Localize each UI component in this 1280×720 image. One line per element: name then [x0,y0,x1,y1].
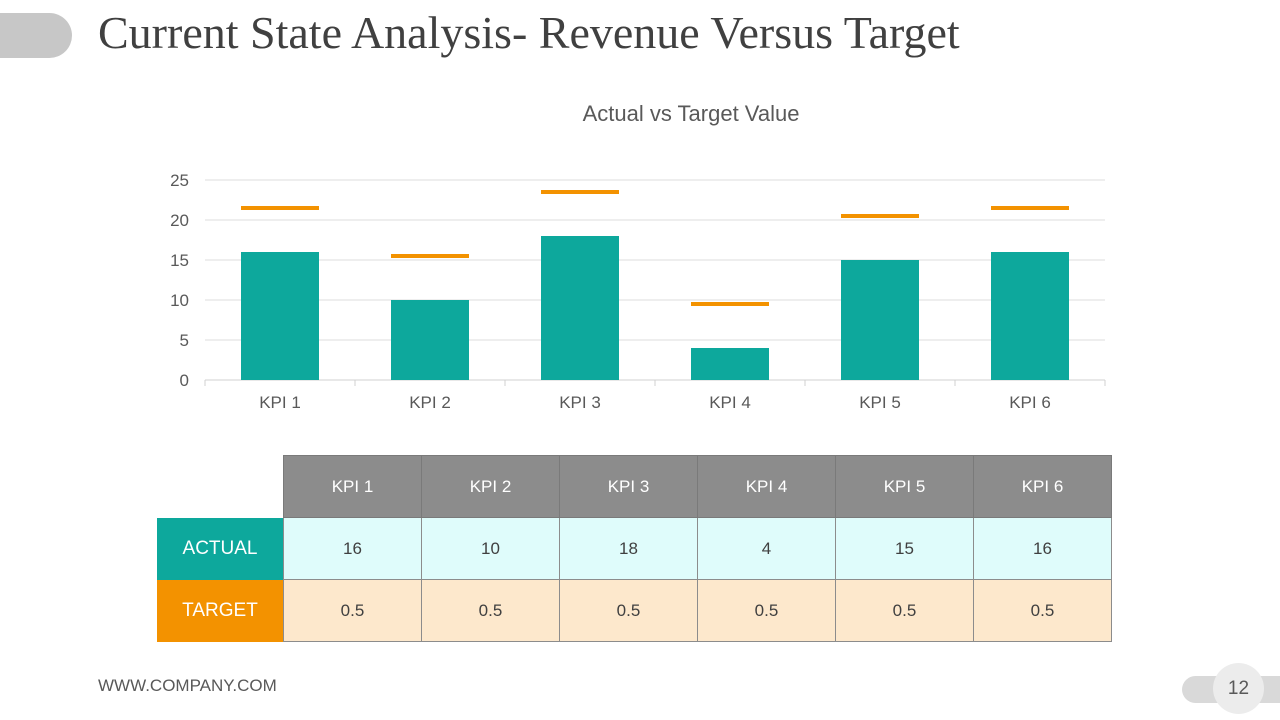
actual-bar [991,252,1069,380]
x-tick-label: KPI 4 [709,393,751,412]
y-tick-label: 5 [180,331,189,350]
table-header-kpi3: KPI 3 [559,455,698,518]
x-tick-label: KPI 1 [259,393,301,412]
actual-bar [541,236,619,380]
table-header-kpi5: KPI 5 [835,455,974,518]
actual-bar [841,260,919,380]
target-cell-kpi1: 0.5 [283,579,422,642]
row-label-actual: ACTUAL [157,517,284,580]
target-cell-kpi2: 0.5 [421,579,560,642]
table-corner-cell [157,455,284,518]
table-header-kpi4: KPI 4 [697,455,836,518]
table-header-kpi1: KPI 1 [283,455,422,518]
actual-cell-kpi1: 16 [283,517,422,580]
table-header-kpi6: KPI 6 [973,455,1112,518]
x-tick-label: KPI 5 [859,393,901,412]
table-header-row: KPI 1 KPI 2 KPI 3 KPI 4 KPI 5 KPI 6 [157,455,1112,518]
target-cell-kpi5: 0.5 [835,579,974,642]
x-tick-label: KPI 6 [1009,393,1051,412]
table-row-actual: ACTUAL 16 10 18 4 15 16 [157,517,1112,580]
actual-cell-kpi4: 4 [697,517,836,580]
actual-cell-kpi2: 10 [421,517,560,580]
actual-cell-kpi3: 18 [559,517,698,580]
footer-website-url: WWW.COMPANY.COM [98,676,277,695]
y-tick-label: 0 [180,371,189,390]
page-number: 12 [1213,663,1264,714]
row-label-target: TARGET [157,579,284,642]
target-cell-kpi3: 0.5 [559,579,698,642]
bar-chart: Actual vs Target Value 0 5 10 15 20 25 KPI 1 KPI… [170,101,1106,412]
x-tick-label: KPI 2 [409,393,451,412]
y-tick-label: 20 [170,211,189,230]
y-tick-label: 10 [170,291,189,310]
title-accent-tab [0,13,72,58]
actual-bar [391,300,469,380]
target-cell-kpi4: 0.5 [697,579,836,642]
table-row-target: TARGET 0.5 0.5 0.5 0.5 0.5 0.5 [157,579,1112,642]
slide-title: Current State Analysis- Revenue Versus T… [98,7,960,58]
target-cell-kpi6: 0.5 [973,579,1112,642]
x-tick-label: KPI 3 [559,393,601,412]
kpi-table: KPI 1 KPI 2 KPI 3 KPI 4 KPI 5 KPI 6 ACTU… [157,455,1112,642]
y-tick-label: 15 [170,251,189,270]
table-header-kpi2: KPI 2 [421,455,560,518]
actual-bar [691,348,769,380]
actual-bar [241,252,319,380]
chart-title: Actual vs Target Value [583,101,800,126]
y-tick-label: 25 [170,171,189,190]
actual-cell-kpi6: 16 [973,517,1112,580]
actual-cell-kpi5: 15 [835,517,974,580]
